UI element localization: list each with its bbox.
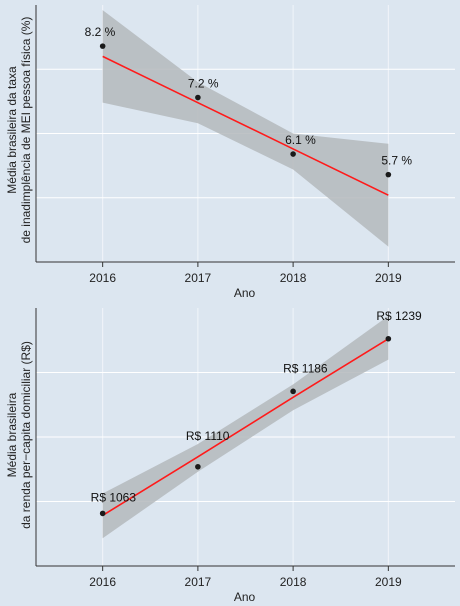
chart-panel-mei-default: 8.2 % 7.2 % 6.1 % 5.7 % 2016 2017 2018 2019 Ano M… (5, 5, 455, 300)
data-label: R$ 1239 (376, 309, 422, 323)
x-tick-label: 2016 (89, 575, 116, 589)
data-label: 5.7 % (381, 154, 412, 168)
data-label: R$ 1110 (186, 429, 230, 443)
data-point (385, 171, 392, 178)
x-tick-label: 2017 (185, 575, 212, 589)
data-label: 6.1 % (285, 133, 316, 147)
x-tick-label: 2019 (375, 575, 402, 589)
data-label: R$ 1063 (91, 490, 137, 504)
data-point (385, 335, 392, 342)
x-tick-label: 2019 (375, 271, 402, 285)
data-label: 7.2 % (188, 77, 219, 91)
y-axis-title-line: Média brasileira da taxa (5, 66, 19, 194)
confidence-band (102, 10, 389, 247)
x-axis-title: Ano (234, 286, 256, 300)
data-point (195, 463, 201, 470)
trend-line (102, 338, 389, 517)
x-axis-title: Ano (234, 590, 256, 604)
y-axis-title: Média brasileira da taxade inadimplência… (5, 17, 33, 244)
x-tick-label: 2016 (89, 271, 116, 285)
data-point (290, 151, 296, 157)
data-label: 8.2 % (85, 25, 116, 39)
y-axis-title-line: de inadimplência de MEI pessoa física (%… (19, 17, 33, 244)
x-tick-label: 2017 (185, 271, 212, 285)
x-tick-label: 2018 (280, 271, 307, 285)
data-point (99, 43, 106, 49)
y-axis-title-line: Média brasileira (5, 392, 19, 477)
data-point (195, 94, 201, 101)
data-point (99, 510, 106, 517)
y-axis-title: Média brasileirada renda per−capita domi… (5, 341, 33, 529)
data-point (290, 388, 296, 395)
chart-panel-income: R$ 1063 R$ 1110 R$ 1186 R$ 1239 2016 2017 2018… (5, 308, 455, 604)
x-tick-label: 2018 (280, 575, 307, 589)
y-axis-title-line: da renda per−capita domiciliar (R$) (19, 341, 33, 529)
trend-line (102, 55, 389, 196)
data-label: R$ 1186 (283, 361, 328, 375)
